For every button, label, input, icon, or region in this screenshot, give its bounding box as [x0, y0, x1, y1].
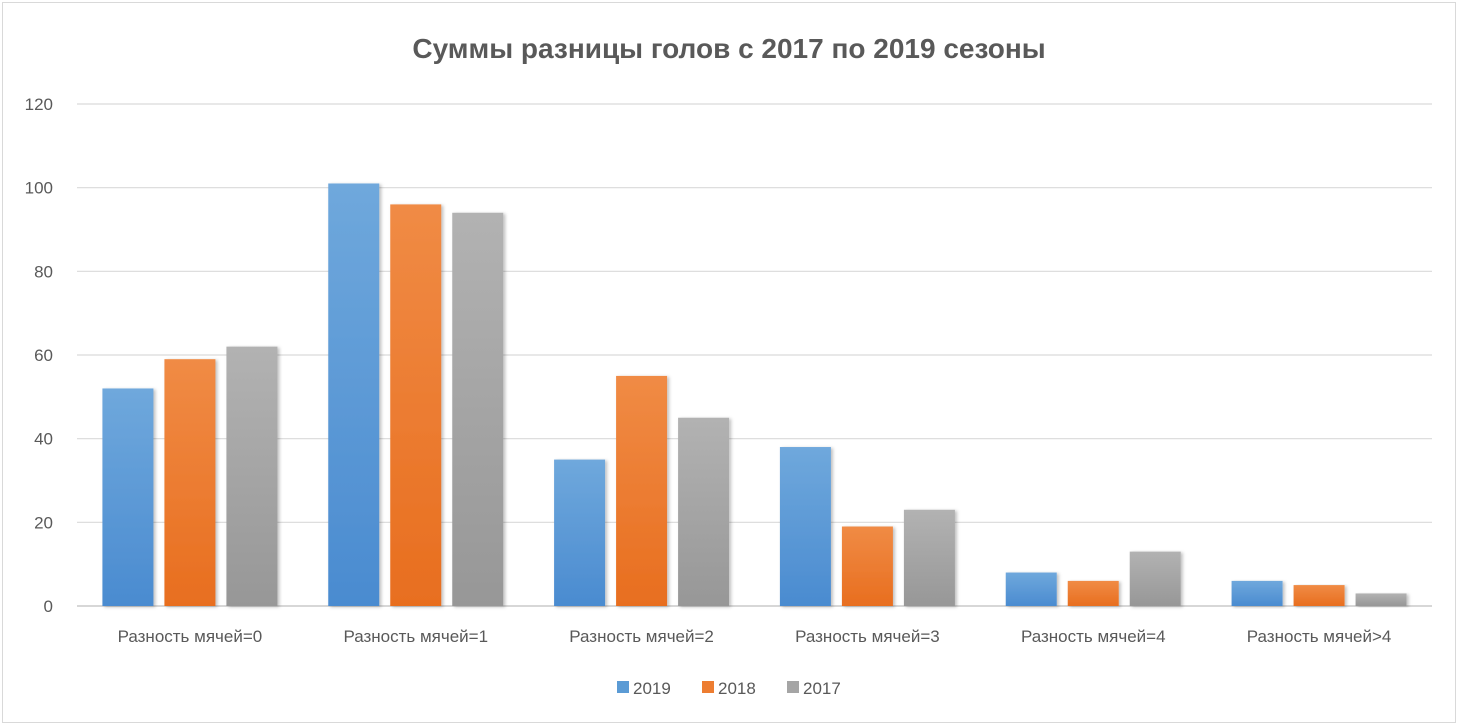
bar-2017-2	[678, 417, 730, 606]
bar-2019-5	[1231, 580, 1283, 606]
chart-title: Суммы разницы голов с 2017 по 2019 сезон…	[412, 33, 1045, 64]
x-tick-label: Разность мячей=2	[569, 627, 714, 646]
legend-label: 2017	[803, 679, 841, 698]
y-tick-label: 40	[34, 430, 53, 449]
legend-swatch-2019	[617, 681, 629, 693]
bar-2017-1	[452, 212, 504, 606]
legend-label: 2018	[718, 679, 756, 698]
y-tick-label: 60	[34, 346, 53, 365]
bar-2018-1	[390, 204, 442, 606]
x-tick-label: Разность мячей=3	[795, 627, 940, 646]
legend-swatch-2017	[787, 681, 799, 693]
x-tick-label: Разность мячей=1	[343, 627, 488, 646]
bar-2019-0	[102, 388, 154, 606]
y-tick-label: 0	[44, 597, 53, 616]
bar-2018-4	[1067, 580, 1119, 606]
legend-swatch-2018	[702, 681, 714, 693]
bar-2017-5	[1355, 593, 1407, 606]
x-tick-label: Разность мячей=4	[1021, 627, 1166, 646]
bars	[102, 183, 1407, 606]
bar-2019-1	[328, 183, 380, 606]
bar-2018-5	[1293, 585, 1345, 606]
bar-2018-0	[164, 359, 216, 606]
bar-2019-3	[779, 447, 831, 606]
legend-label: 2019	[633, 679, 671, 698]
legend: 2019 2018 2017	[617, 679, 841, 698]
x-tick-label: Разность мячей=0	[118, 627, 263, 646]
gridlines	[77, 103, 1432, 607]
y-axis-ticks: 0 20 40 60 80 100 120	[25, 95, 53, 616]
x-axis-ticks: Разность мячей=0 Разность мячей=1 Разность…	[118, 627, 1392, 646]
bar-2018-2	[616, 375, 668, 606]
x-tick-label: Разность мячей>4	[1247, 627, 1392, 646]
bar-2017-0	[226, 346, 278, 606]
y-tick-label: 100	[25, 179, 53, 198]
y-tick-label: 120	[25, 95, 53, 114]
bar-2019-2	[554, 459, 606, 606]
y-tick-label: 80	[34, 262, 53, 281]
bar-2017-4	[1129, 551, 1181, 606]
bar-2017-3	[903, 509, 955, 606]
bar-2019-4	[1005, 572, 1057, 606]
y-tick-label: 20	[34, 513, 53, 532]
bar-2018-3	[841, 526, 893, 606]
